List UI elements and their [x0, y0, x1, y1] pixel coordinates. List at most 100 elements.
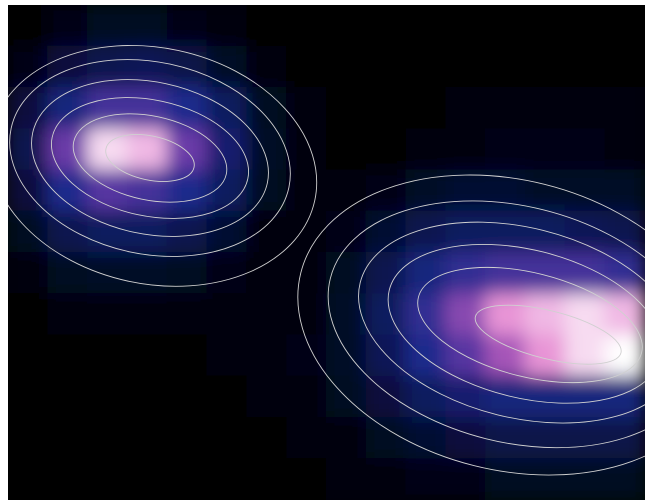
heatmap-cell — [445, 458, 487, 500]
heatmap-cell — [445, 375, 487, 418]
heatmap-cell — [206, 252, 248, 295]
heatmap-cell — [47, 375, 89, 418]
heatmap-cell — [405, 252, 447, 295]
contour-line — [72, 113, 228, 203]
heatmap-cell — [246, 252, 288, 295]
heatmap-cell — [326, 252, 367, 295]
heatmap-cell — [126, 5, 168, 47]
heatmap-cell — [206, 128, 248, 171]
heatmap-cell — [405, 293, 447, 336]
heatmap-cell — [87, 210, 128, 253]
heatmap-cell — [206, 334, 248, 377]
heatmap-cell — [564, 128, 606, 171]
heatmap-cell — [206, 458, 248, 500]
heatmap-cell — [246, 45, 288, 88]
heatmap-cell — [8, 210, 49, 253]
heatmap-cell — [405, 5, 447, 47]
heatmap-cell — [8, 5, 49, 47]
heatmap-cell — [365, 375, 407, 418]
heatmap-cell — [126, 87, 168, 130]
heatmap-cell — [604, 458, 645, 500]
heatmap-cell — [525, 128, 566, 171]
heatmap-cell — [8, 293, 49, 336]
heatmap-cell — [405, 334, 447, 377]
heatmap-cell — [286, 334, 327, 377]
heatmap-cell — [8, 252, 49, 295]
heatmap-cell — [604, 334, 645, 377]
heatmap-cell — [326, 5, 367, 47]
heatmap-cell — [286, 45, 327, 88]
heatmap-cell — [126, 375, 168, 418]
heatmap-cell — [365, 169, 407, 212]
heatmap-cell — [604, 293, 645, 336]
heatmap-cell — [8, 45, 49, 88]
heatmap-cell — [365, 293, 407, 336]
heatmap-cell — [326, 210, 367, 253]
heatmap-cell — [525, 210, 566, 253]
heatmap-cell — [365, 458, 407, 500]
heatmap-cell — [564, 45, 606, 88]
heatmap-cell — [166, 334, 208, 377]
heatmap-cell — [445, 169, 487, 212]
heatmap-cell — [525, 293, 566, 336]
contour-line — [50, 97, 250, 219]
contour-line — [297, 174, 645, 476]
heatmap-cell — [87, 87, 128, 130]
heatmap-cell — [47, 458, 89, 500]
heatmap-cell — [286, 5, 327, 47]
heatmap-cell — [485, 87, 527, 130]
heatmap-cell — [365, 87, 407, 130]
heatmap-cell — [206, 375, 248, 418]
heatmap-cell — [166, 252, 208, 295]
heatmap-cell — [525, 375, 566, 418]
heatmap-cell — [246, 169, 288, 212]
heatmap-cells — [8, 5, 645, 500]
heatmap-cell — [47, 5, 89, 47]
contour-line — [358, 221, 645, 424]
heatmap-cell — [405, 458, 447, 500]
heatmap-cell — [326, 293, 367, 336]
heatmap-cell — [405, 417, 447, 460]
heatmap-cell — [126, 252, 168, 295]
heatmap-cell — [326, 45, 367, 88]
heatmap-cell — [445, 45, 487, 88]
heatmap-cell — [405, 210, 447, 253]
heatmap-cell — [525, 87, 566, 130]
heatmap-cell — [365, 5, 407, 47]
heatmap-cell — [126, 334, 168, 377]
heatmap-cell — [87, 293, 128, 336]
heatmap-cell — [445, 128, 487, 171]
heatmap-cell — [564, 417, 606, 460]
heatmap-cell — [286, 417, 327, 460]
heatmap-cell — [604, 169, 645, 212]
heatmap-cell — [206, 169, 248, 212]
heatmap-cell — [87, 128, 128, 171]
contour-line — [474, 304, 622, 365]
heatmap-cell — [485, 45, 527, 88]
heatmap-cell — [564, 334, 606, 377]
contour-line — [9, 59, 291, 257]
heatmap-cell — [206, 210, 248, 253]
heatmap-cell — [604, 252, 645, 295]
heatmap-cell — [604, 87, 645, 130]
heatmap-cell — [206, 293, 248, 336]
heatmap-cell — [166, 417, 208, 460]
heatmap-cell — [126, 458, 168, 500]
heatmap-cell — [564, 87, 606, 130]
heatmap-cell — [8, 417, 49, 460]
heatmap-cell — [365, 252, 407, 295]
heatmap-cell — [206, 417, 248, 460]
heatmap-cell — [246, 375, 288, 418]
heatmap-cell — [326, 458, 367, 500]
heatmap-cell — [206, 5, 248, 47]
heatmap-cell — [564, 458, 606, 500]
heatmap-cell — [604, 45, 645, 88]
heatmap-cell — [326, 87, 367, 130]
heatmap-cell — [126, 45, 168, 88]
heatmap-cell — [445, 334, 487, 377]
heatmap-cell — [286, 87, 327, 130]
heatmap-cell — [8, 375, 49, 418]
heatmap-cell — [604, 375, 645, 418]
heatmap-cell — [87, 417, 128, 460]
